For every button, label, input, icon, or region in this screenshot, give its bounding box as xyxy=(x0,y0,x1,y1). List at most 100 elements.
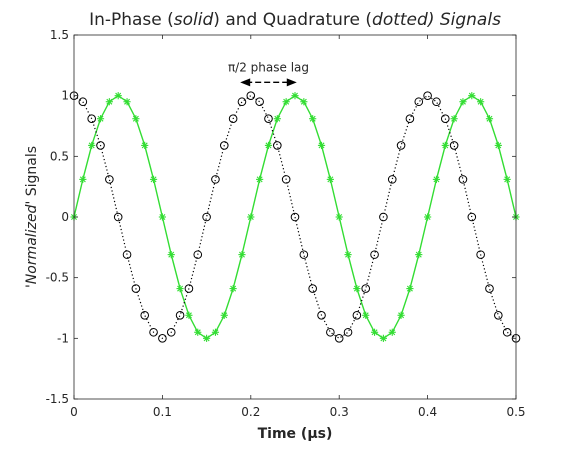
data-point-circle xyxy=(175,310,185,320)
data-point-asterisk xyxy=(203,334,211,342)
data-point-circle xyxy=(326,327,335,337)
data-point-circle xyxy=(78,97,88,107)
data-point-asterisk xyxy=(238,251,246,259)
data-point-asterisk xyxy=(264,141,273,150)
data-point-circle xyxy=(105,175,114,184)
data-point-asterisk xyxy=(96,115,105,123)
data-point-asterisk xyxy=(397,311,405,319)
y-tick-label: 0.5 xyxy=(50,149,69,163)
data-point-circle xyxy=(237,97,247,107)
data-point-asterisk xyxy=(326,175,334,183)
data-point-circle xyxy=(113,212,123,222)
series-line-dotted xyxy=(73,94,517,340)
data-point-circle xyxy=(396,141,406,150)
data-point-circle xyxy=(387,175,397,184)
data-point-asterisk xyxy=(256,175,264,183)
data-point-circle xyxy=(308,284,317,293)
data-point-asterisk xyxy=(132,115,140,123)
data-point-circle xyxy=(149,327,158,337)
x-axis-ticks: 0 0.1 0.2 0.3 0.4 0.5 xyxy=(70,35,526,419)
x-tick-label: 0.4 xyxy=(418,405,437,419)
data-point-asterisk xyxy=(503,175,511,183)
data-point-asterisk xyxy=(415,251,423,259)
data-point-circle xyxy=(211,175,220,184)
data-point-asterisk xyxy=(485,115,494,123)
data-point-asterisk xyxy=(388,328,396,336)
data-point-asterisk xyxy=(194,328,202,336)
data-point-asterisk xyxy=(494,141,502,150)
x-tick-label: 0.3 xyxy=(330,405,349,419)
ylabel-segment-0: 'Normalized' xyxy=(24,201,40,288)
data-point-circle xyxy=(379,212,388,222)
x-tick-label: 0 xyxy=(70,405,78,419)
data-point-circle xyxy=(281,175,291,184)
data-point-circle xyxy=(370,250,379,259)
y-axis-label: 'Normalized' Signals xyxy=(24,146,40,288)
title-segment-4: ) Signals xyxy=(426,10,501,30)
data-point-asterisk xyxy=(211,328,220,336)
data-point-asterisk xyxy=(88,141,96,150)
data-point-circle xyxy=(432,97,441,107)
phase-lag-arrowhead-left xyxy=(240,78,251,87)
data-point-circle xyxy=(193,250,203,259)
data-point-asterisk xyxy=(167,251,175,259)
data-point-asterisk xyxy=(317,141,326,150)
data-point-asterisk xyxy=(247,213,255,221)
y-axis-ticks: -1.5 -1 -0.5 0 0.5 1 1.5 xyxy=(46,28,516,406)
x-axis-label: Time (μs) xyxy=(258,426,333,442)
series-layer xyxy=(69,91,521,343)
phase-lag-arrowhead-right xyxy=(286,78,297,87)
plot-area xyxy=(74,35,516,399)
x-tick-label: 0.5 xyxy=(506,405,525,419)
data-point-asterisk xyxy=(105,98,113,106)
data-point-circle xyxy=(440,114,450,124)
data-point-asterisk xyxy=(344,251,352,259)
data-point-circle xyxy=(458,175,468,184)
data-point-circle xyxy=(414,97,424,107)
data-point-circle xyxy=(467,212,477,222)
x-tick-label: 0.1 xyxy=(153,405,172,419)
data-point-circle xyxy=(131,284,141,293)
data-point-circle xyxy=(317,310,326,320)
data-point-circle xyxy=(334,334,344,343)
data-point-circle xyxy=(122,250,132,259)
title-segment-0: In-Phase ( xyxy=(89,10,174,30)
data-point-asterisk xyxy=(176,284,184,293)
data-point-asterisk xyxy=(141,141,149,150)
data-point-asterisk xyxy=(459,98,467,106)
data-point-circle xyxy=(96,141,105,150)
data-point-asterisk xyxy=(114,92,122,100)
y-tick-label: 1 xyxy=(61,89,69,103)
data-point-circle xyxy=(246,91,256,100)
title-segment-2: ) and Quadrature ( xyxy=(213,10,372,30)
y-tick-label: 0 xyxy=(61,210,69,224)
data-point-asterisk xyxy=(220,311,228,319)
data-point-asterisk xyxy=(123,98,131,106)
data-point-circle xyxy=(423,91,432,100)
data-point-asterisk xyxy=(282,98,290,106)
data-point-circle xyxy=(87,114,96,124)
y-tick-label: 1.5 xyxy=(50,28,69,42)
data-point-asterisk xyxy=(309,115,317,123)
data-point-asterisk xyxy=(79,175,87,183)
data-point-circle xyxy=(502,327,512,337)
data-point-asterisk xyxy=(468,92,476,100)
data-point-circle xyxy=(264,114,273,124)
data-point-circle xyxy=(166,327,176,337)
title-segment-1: solid xyxy=(174,10,214,30)
data-point-asterisk xyxy=(441,141,449,150)
data-point-circle xyxy=(202,212,211,222)
data-point-circle xyxy=(449,141,459,150)
data-point-circle xyxy=(228,114,238,124)
data-point-circle xyxy=(476,250,485,259)
data-point-asterisk xyxy=(362,311,370,319)
data-point-asterisk xyxy=(432,175,441,183)
y-tick-label: -0.5 xyxy=(46,271,69,285)
data-point-asterisk xyxy=(370,328,379,336)
data-point-asterisk xyxy=(379,334,387,342)
data-point-circle xyxy=(158,334,167,343)
data-point-asterisk xyxy=(158,213,166,221)
data-point-asterisk xyxy=(353,284,361,293)
data-point-circle xyxy=(290,212,300,222)
